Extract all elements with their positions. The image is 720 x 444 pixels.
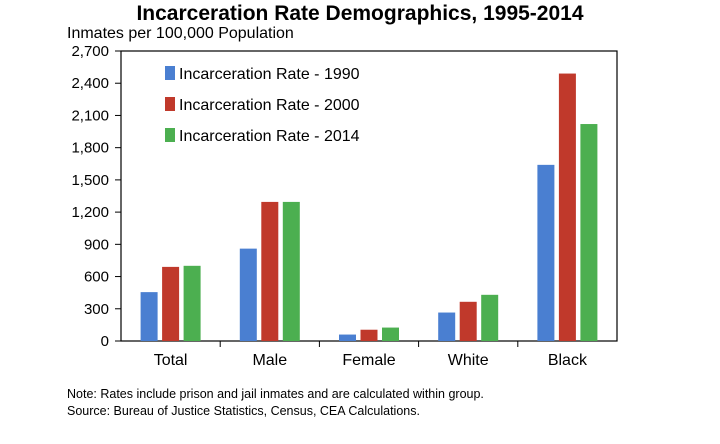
bar-male-series-3 xyxy=(282,201,300,341)
legend-swatch xyxy=(165,97,175,111)
bar-black-series-2 xyxy=(558,73,576,342)
bar-male-series-1 xyxy=(239,248,257,341)
x-tick-label: Male xyxy=(252,352,287,369)
bar-white-series-1 xyxy=(438,312,456,341)
legend-swatch xyxy=(165,66,175,80)
bars xyxy=(140,73,598,342)
x-tick-label: Total xyxy=(154,352,188,369)
y-tick-label: 0 xyxy=(101,333,109,350)
x-tick-label: Female xyxy=(342,352,395,369)
legend-label: Incarceration Rate - 2014 xyxy=(179,128,360,145)
bar-total-series-2 xyxy=(162,266,180,341)
y-tick-label: 1,500 xyxy=(71,172,109,189)
y-tick-label: 2,400 xyxy=(71,75,109,92)
bar-total-series-3 xyxy=(183,265,201,341)
legend-swatch xyxy=(165,128,175,142)
y-tick-label: 2,100 xyxy=(71,107,109,124)
chart-title: Incarceration Rate Demographics, 1995-20… xyxy=(136,2,584,25)
source-text: Source: Bureau of Justice Statistics, Ce… xyxy=(67,404,420,418)
y-axis: 0 300 600 900 1,200 1,500 1,800 2,100 2,400 2,700 xyxy=(71,43,121,350)
y-axis-label: Inmates per 100,000 Population xyxy=(67,25,294,42)
y-tick-label: 1,800 xyxy=(71,140,109,157)
legend-label: Incarceration Rate - 2000 xyxy=(179,97,360,114)
y-tick-label: 1,200 xyxy=(71,204,109,221)
y-tick-label: 300 xyxy=(84,301,109,318)
bar-black-series-1 xyxy=(537,164,555,341)
chart-notes: Note: Rates include prison and jail inma… xyxy=(67,386,484,420)
x-axis: Total Male Female White Black xyxy=(154,341,588,369)
x-tick-label: White xyxy=(448,352,489,369)
bar-white-series-2 xyxy=(459,301,477,341)
legend: Incarceration Rate - 1990 Incarceration R… xyxy=(165,66,360,145)
x-tick-label: Black xyxy=(548,352,588,369)
bar-female-series-3 xyxy=(382,327,399,341)
y-tick-label: 600 xyxy=(84,269,109,286)
note-text: Note: Rates include prison and jail inma… xyxy=(67,387,484,401)
bar-female-series-1 xyxy=(339,334,356,341)
bar-male-series-2 xyxy=(261,201,279,341)
bar-female-series-2 xyxy=(360,329,378,341)
bar-black-series-3 xyxy=(580,124,598,341)
bar-white-series-3 xyxy=(481,294,499,341)
bar-total-series-1 xyxy=(140,292,158,341)
y-tick-label: 900 xyxy=(84,236,109,253)
y-tick-label: 2,700 xyxy=(71,43,109,60)
legend-label: Incarceration Rate - 1990 xyxy=(179,66,360,83)
